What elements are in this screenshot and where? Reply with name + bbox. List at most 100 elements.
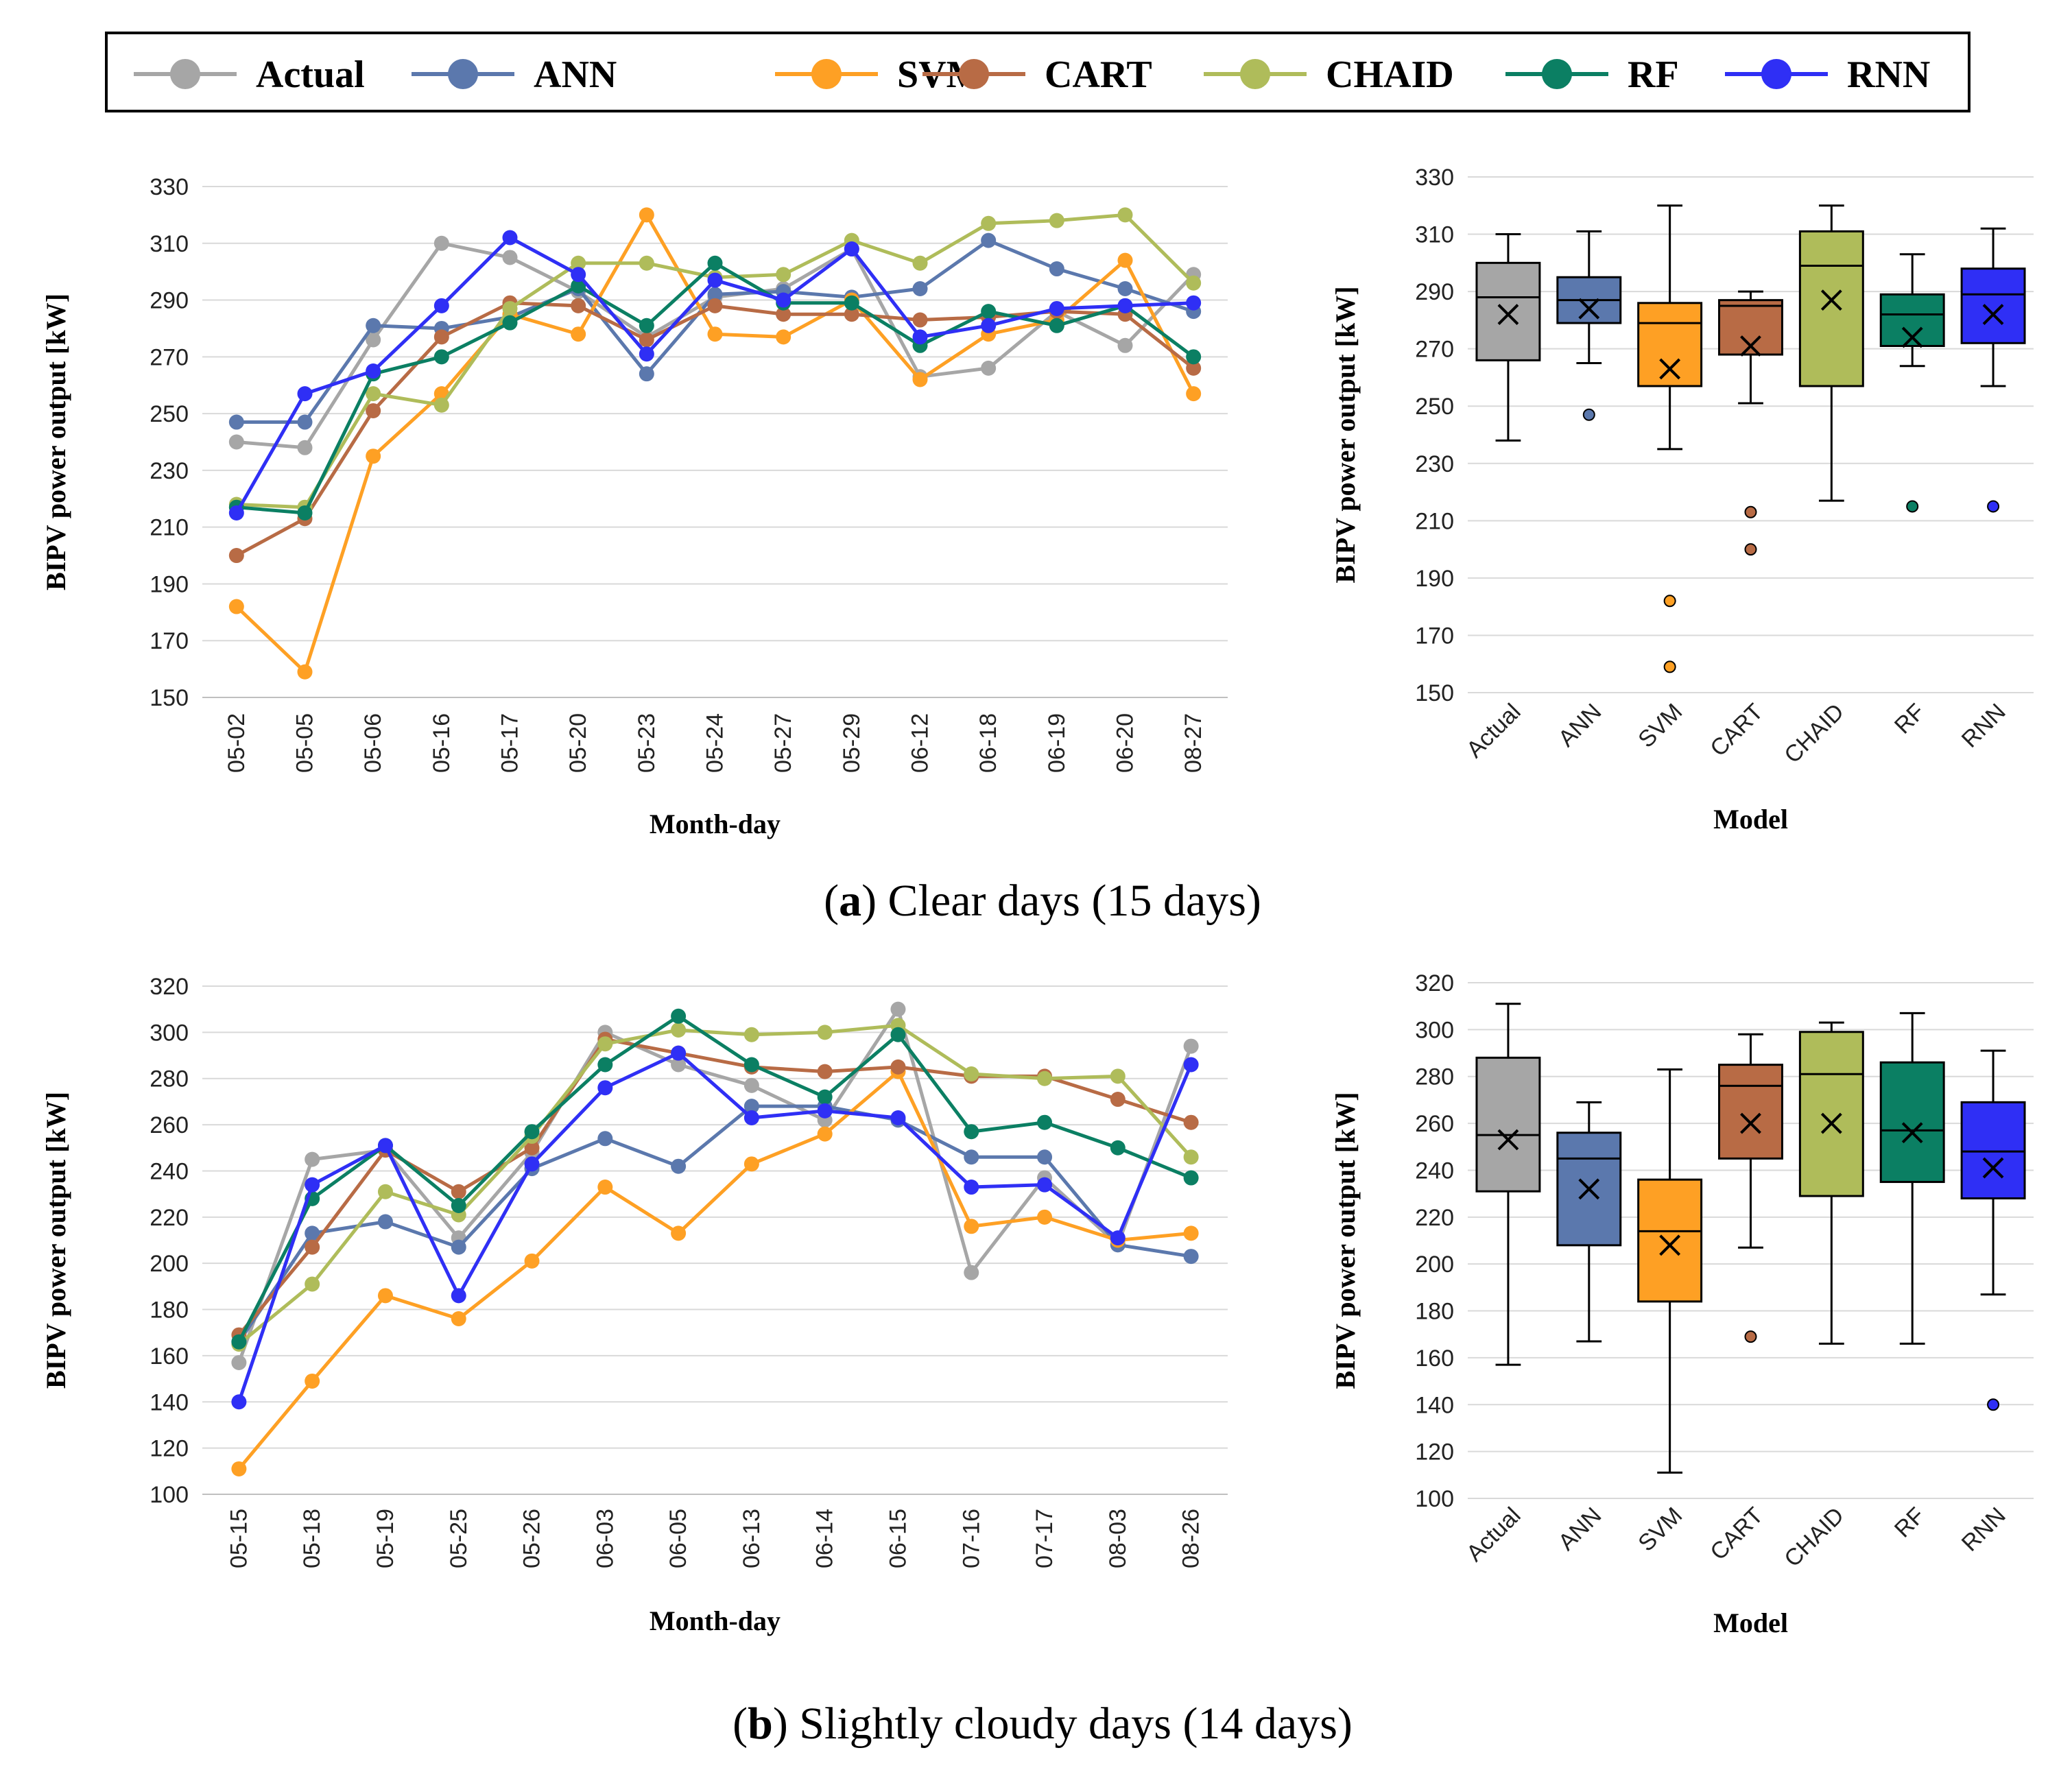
data-point bbox=[1117, 337, 1133, 353]
data-point bbox=[639, 207, 654, 223]
data-point bbox=[671, 1158, 687, 1174]
x-tick-label: CHAID bbox=[1779, 699, 1849, 769]
series-line bbox=[237, 1070, 1191, 1470]
data-point bbox=[1117, 298, 1133, 313]
x-tick-label: 08-26 bbox=[1178, 1509, 1204, 1568]
caption-b: (b) Slightly cloudy days (14 days) bbox=[733, 1699, 1353, 1749]
data-point bbox=[743, 1057, 759, 1073]
iqr-box bbox=[1960, 1101, 2026, 1199]
data-point bbox=[297, 505, 313, 520]
data-point bbox=[502, 250, 518, 265]
data-point bbox=[366, 318, 381, 333]
data-point bbox=[671, 1022, 687, 1038]
data-point bbox=[707, 255, 723, 271]
x-tick-label: 05-29 bbox=[839, 713, 865, 773]
data-point bbox=[305, 1276, 320, 1292]
data-point bbox=[451, 1184, 466, 1199]
data-point bbox=[639, 332, 654, 348]
data-point bbox=[305, 1373, 320, 1389]
data-point bbox=[964, 1180, 979, 1195]
data-point bbox=[366, 448, 381, 464]
data-point bbox=[433, 235, 449, 251]
x-tick-label: 08-27 bbox=[1180, 713, 1206, 773]
data-point bbox=[1117, 207, 1133, 223]
data-point bbox=[1183, 1225, 1199, 1241]
data-point bbox=[228, 434, 244, 450]
y-tick-label: 150 bbox=[1415, 680, 1454, 706]
mean-marker bbox=[1901, 326, 1923, 348]
y-tick-label: 100 bbox=[1415, 1486, 1454, 1512]
y-tick-label: 170 bbox=[1415, 623, 1454, 649]
legend-marker bbox=[811, 59, 842, 89]
data-point bbox=[433, 349, 449, 365]
x-tick-label: 05-06 bbox=[360, 713, 386, 773]
data-point bbox=[912, 312, 928, 328]
y-tick-label: 290 bbox=[1415, 279, 1454, 305]
x-tick-label: 05-25 bbox=[446, 1509, 472, 1568]
legend-label: Actual bbox=[256, 53, 365, 96]
box-rnn bbox=[1960, 227, 2026, 513]
data-point bbox=[366, 332, 381, 348]
data-point bbox=[502, 315, 518, 331]
box-ann bbox=[1556, 230, 1622, 421]
x-tick-label: 06-14 bbox=[812, 1509, 838, 1568]
data-point bbox=[1183, 1149, 1199, 1165]
mean-marker bbox=[1578, 1178, 1600, 1200]
outlier-point bbox=[1582, 408, 1595, 421]
data-point bbox=[597, 1131, 613, 1147]
x-tick-label: 05-05 bbox=[292, 713, 318, 773]
data-point bbox=[707, 287, 723, 302]
x-axis-label: Month-day bbox=[650, 809, 781, 839]
data-point bbox=[817, 1126, 833, 1142]
legend-item-ann: ANN bbox=[412, 53, 617, 96]
data-point bbox=[366, 363, 381, 379]
data-point bbox=[912, 281, 928, 296]
outlier-point bbox=[1663, 595, 1676, 608]
y-tick-label: 160 bbox=[1415, 1345, 1454, 1372]
y-tick-label: 260 bbox=[150, 1112, 189, 1138]
x-tick-label: 06-20 bbox=[1112, 713, 1139, 773]
data-point bbox=[433, 329, 449, 345]
x-axis-label: Month-day bbox=[650, 1605, 781, 1636]
data-point bbox=[433, 298, 449, 313]
data-point bbox=[1110, 1092, 1126, 1108]
x-tick-label: 07-17 bbox=[1032, 1509, 1058, 1568]
data-point bbox=[776, 292, 791, 308]
data-point bbox=[231, 1461, 247, 1476]
y-tick-label: 230 bbox=[150, 458, 189, 484]
y-tick-label: 180 bbox=[1415, 1299, 1454, 1325]
x-tick-label: 05-27 bbox=[770, 713, 796, 773]
x-tick-label: RNN bbox=[1957, 1503, 2011, 1557]
x-tick-label: 06-15 bbox=[885, 1509, 911, 1568]
data-point bbox=[597, 1080, 613, 1096]
mean-marker bbox=[1578, 298, 1600, 320]
x-tick-label: RNN bbox=[1957, 699, 2011, 753]
y-tick-label: 310 bbox=[1415, 222, 1454, 248]
x-tick-label: 05-19 bbox=[372, 1509, 398, 1568]
data-point bbox=[228, 414, 244, 430]
data-point bbox=[524, 1124, 540, 1140]
data-point bbox=[964, 1265, 979, 1280]
data-point bbox=[912, 372, 928, 387]
data-point bbox=[890, 1059, 906, 1075]
data-point bbox=[502, 300, 518, 316]
y-tick-label: 160 bbox=[150, 1343, 189, 1369]
data-point bbox=[912, 329, 928, 345]
data-point bbox=[639, 366, 654, 382]
mean-marker bbox=[1497, 1129, 1519, 1151]
data-point bbox=[433, 397, 449, 413]
legend-item-rnn: RNN bbox=[1725, 53, 1930, 96]
legend-marker bbox=[1542, 59, 1572, 89]
data-point bbox=[1117, 252, 1133, 268]
iqr-box bbox=[1718, 1064, 1783, 1160]
box-actual bbox=[1475, 1003, 1541, 1366]
data-point bbox=[1110, 1140, 1126, 1156]
y-tick-label: 180 bbox=[150, 1297, 189, 1324]
x-tick-label: 06-05 bbox=[665, 1509, 691, 1568]
x-tick-label: 05-15 bbox=[226, 1509, 252, 1568]
mean-marker bbox=[1659, 1234, 1681, 1256]
legend-marker bbox=[1761, 59, 1791, 89]
iqr-box bbox=[1798, 1031, 1864, 1197]
iqr-box bbox=[1475, 1056, 1541, 1193]
